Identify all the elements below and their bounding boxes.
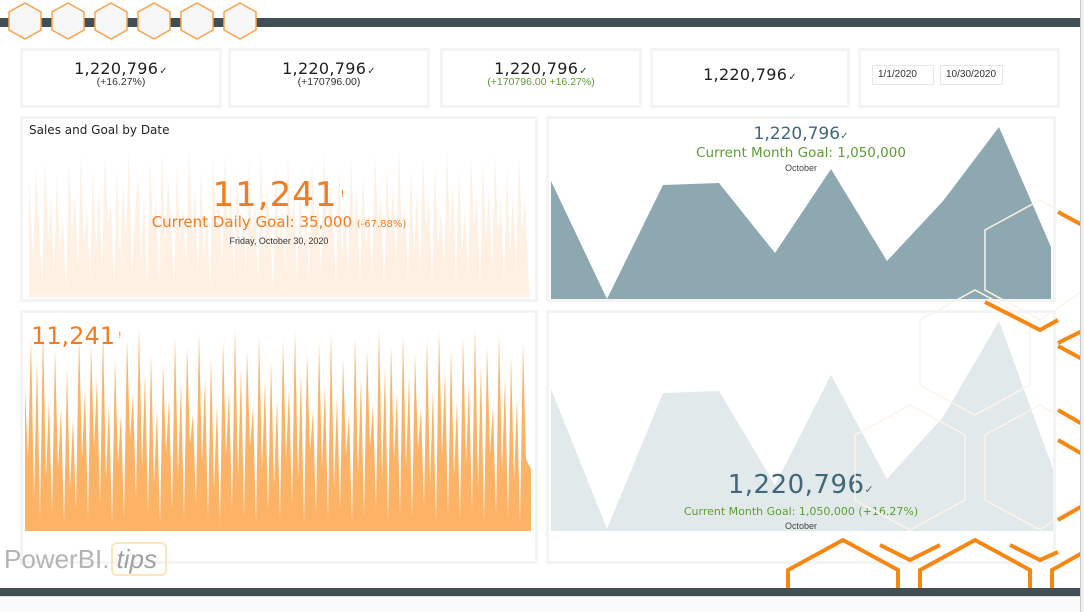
daily-sales-value: 11,241! — [31, 322, 122, 350]
exclamation-icon: ! — [117, 331, 122, 341]
month-label: October — [784, 521, 817, 531]
kpi-value: 1,220,796✓ — [282, 59, 376, 78]
kpi-card-combined[interactable]: 1,220,796✓ (+170796.00 +16.27%) — [440, 48, 642, 108]
daily-sales-area-chart — [25, 327, 531, 531]
hexagon-icon — [137, 2, 171, 40]
date-range-slicer: 1/1/2020 10/30/2020 — [858, 48, 1060, 108]
monthly-sales-card-top[interactable]: 1,220,796✓ Current Month Goal: 1,050,000… — [546, 116, 1056, 302]
logo-suffix: tips — [110, 542, 167, 576]
daily-sales-value: 11,241! — [212, 175, 346, 215]
footer-strip — [0, 596, 1082, 612]
check-icon: ✓ — [579, 66, 588, 77]
header-bar — [0, 18, 1082, 27]
check-icon: ✓ — [840, 131, 849, 142]
kpi-subtext: (+170796.00 +16.27%) — [487, 76, 595, 88]
monthly-sales-card-bottom[interactable]: 1,220,796✓ Current Month Goal: 1,050,000… — [546, 310, 1056, 564]
kpi-value: 1,220,796✓ — [703, 65, 797, 84]
sales-goal-by-date-card[interactable]: Sales and Goal by Date 11,241! Current D… — [20, 116, 538, 302]
check-icon: ✓ — [367, 66, 376, 77]
monthly-sales-area-chart — [551, 127, 1051, 299]
start-date-input[interactable]: 1/1/2020 — [872, 65, 934, 85]
kpi-subtext: (+16.27%) — [96, 76, 146, 88]
hexagon-icon — [8, 2, 42, 40]
kpi-card-plain[interactable]: 1,220,796✓ — [650, 48, 850, 108]
daily-sales-card-bottom[interactable]: 11,241! — [20, 310, 538, 564]
check-icon: ✓ — [159, 66, 168, 77]
daily-kpi-overlay: 11,241! Current Daily Goal: 35,000 (-67.… — [23, 177, 535, 248]
monthly-sales-value: 1,220,796✓ — [753, 124, 849, 144]
check-icon: ✓ — [788, 72, 797, 83]
kpi-value: 1,220,796✓ — [74, 59, 168, 78]
monthly-kpi-overlay-top: 1,220,796✓ Current Month Goal: 1,050,000… — [549, 125, 1053, 175]
kpi-card-percent[interactable]: 1,220,796✓ (+16.27%) — [20, 48, 222, 108]
hexagon-icon — [180, 2, 214, 40]
hexagon-icon — [223, 2, 257, 40]
monthly-goal-label: Current Month Goal: 1,050,000 (+16.27%) — [683, 505, 919, 518]
page-scroll-edge — [1080, 0, 1084, 612]
monthly-kpi-overlay-bottom: 1,220,796✓ Current Month Goal: 1,050,000… — [549, 471, 1053, 533]
check-icon: ✓ — [864, 483, 875, 496]
hexagon-icon — [51, 2, 85, 40]
powerbi-tips-logo[interactable]: PowerBI. tips — [4, 541, 167, 577]
hexagon-icon — [94, 2, 128, 40]
daily-sales-sparkline — [29, 147, 529, 297]
kpi-card-absolute[interactable]: 1,220,796✓ (+170796.00) — [228, 48, 430, 108]
logo-brand: PowerBI. — [4, 544, 110, 574]
monthly-sales-value: 1,220,796✓ — [727, 470, 875, 500]
daily-kpi-overlay-bottom: 11,241! — [31, 323, 122, 349]
daily-goal-label: Current Daily Goal: 35,000 (-67.88%) — [151, 213, 407, 231]
end-date-input[interactable]: 10/30/2020 — [940, 65, 1003, 85]
kpi-subtext: (+170796.00) — [297, 76, 361, 88]
kpi-value: 1,220,796✓ — [494, 59, 588, 78]
month-label: October — [784, 163, 817, 173]
monthly-goal-label: Current Month Goal: 1,050,000 — [696, 145, 906, 161]
footer-bar — [0, 588, 1082, 596]
card-title: Sales and Goal by Date — [29, 123, 170, 137]
exclamation-icon: ! — [340, 189, 346, 200]
daily-date-label: Friday, October 30, 2020 — [229, 236, 329, 246]
